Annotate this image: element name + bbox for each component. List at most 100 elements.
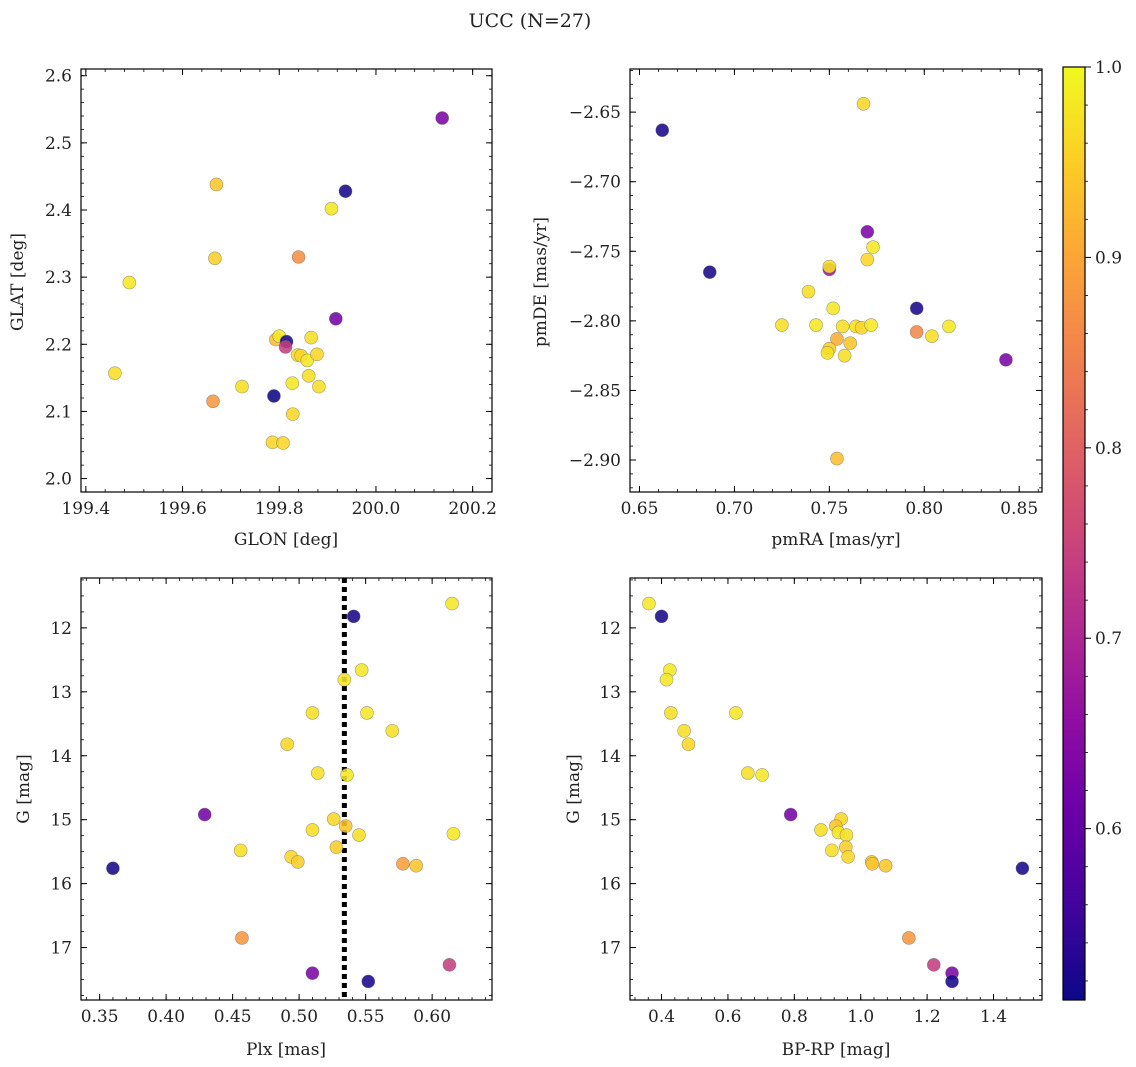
panel-2-point xyxy=(352,828,366,842)
panel-1-point xyxy=(830,451,844,466)
panel-2-y-tick-label: 16 xyxy=(50,875,72,895)
panel-1-point xyxy=(942,319,956,334)
panel-1-point xyxy=(820,346,835,360)
panel-pmra-pmde: pmRA [mas/yr] pmDE [mas/yr] 0.65 0.70 0.75… xyxy=(531,68,1043,550)
panel-3-y-tick-label: 17 xyxy=(599,939,621,959)
panel-0-point xyxy=(276,436,290,450)
panel-3-point xyxy=(681,737,696,752)
panel-0-point xyxy=(301,369,316,383)
panel-2-y-tick-label: 14 xyxy=(50,747,72,767)
panel-1-point xyxy=(999,353,1013,367)
panel-0-x-tick-label: 199.4 xyxy=(61,499,110,519)
panel-1-y-tick-label: −2.75 xyxy=(569,242,621,262)
panel-1-point xyxy=(909,325,924,339)
panel-2-point xyxy=(326,812,341,826)
panel-2-point xyxy=(340,768,354,782)
panel-0-y-tick-label: 2.1 xyxy=(45,402,72,422)
colorbar: 0.6 0.7 0.8 0.9 1.0 xyxy=(1062,58,1122,1001)
panel-2-point xyxy=(305,823,320,837)
panel-1-point xyxy=(843,336,858,350)
panel-3-point xyxy=(1015,861,1030,876)
panel-0-y-tick-label: 2.2 xyxy=(45,335,72,355)
panel-0-point xyxy=(324,201,339,216)
panel-1-y-tick-label: −2.80 xyxy=(569,312,621,332)
panel-0-y-tick-label: 2.5 xyxy=(45,134,72,154)
panel-0-x-tick-label: 200.2 xyxy=(448,499,497,519)
panel-3-point xyxy=(902,931,916,945)
panel-1-y-tick-label: −2.85 xyxy=(569,381,621,401)
panel-3-x-tick-label: 0.8 xyxy=(781,1007,808,1027)
panel-2-y-tick-label: 17 xyxy=(50,939,72,959)
panel-2-y-tick-label: 13 xyxy=(50,683,72,703)
panel-1-x-tick-label: 0.80 xyxy=(905,499,943,519)
panel-0-point xyxy=(285,376,300,391)
panel-2-point xyxy=(305,966,320,980)
panel-3-ylabel: G [mag] xyxy=(564,754,584,823)
panel-2-point xyxy=(337,672,352,687)
panel-0-y-tick-label: 2.3 xyxy=(45,268,72,288)
panel-2-x-tick-label: 0.50 xyxy=(280,1007,318,1027)
panel-2-x-tick-label: 0.45 xyxy=(214,1007,252,1027)
panel-2-point xyxy=(361,974,376,989)
panel-2-point xyxy=(291,855,305,869)
panel-2-x-tick-label: 0.35 xyxy=(81,1007,119,1027)
panel-1-point xyxy=(830,332,844,346)
panel-3-point xyxy=(841,849,855,864)
colorbar-tick-label: 1.0 xyxy=(1095,58,1122,78)
panel-2-y-tick-label: 12 xyxy=(50,619,72,639)
panel-3-point xyxy=(945,974,959,989)
panel-0-point xyxy=(312,379,326,394)
panel-3-x-tick-label: 0.4 xyxy=(648,1007,675,1027)
panel-0-point xyxy=(122,275,137,290)
panel-1-xlabel: pmRA [mas/yr] xyxy=(771,530,900,550)
panel-0-point xyxy=(300,353,315,368)
panel-0-point xyxy=(209,177,224,192)
panel-1-point xyxy=(866,240,880,254)
panel-2-point xyxy=(360,706,374,720)
panel-1-point xyxy=(860,252,875,267)
panel-0-point xyxy=(329,311,343,326)
panel-3-point xyxy=(755,768,769,782)
panel-0-point xyxy=(338,184,353,198)
panel-2-xlabel: Plx [mas] xyxy=(246,1040,326,1060)
panel-1-y-tick-label: −2.70 xyxy=(569,173,621,193)
panel-3-point xyxy=(654,609,669,624)
panel-1-point xyxy=(775,318,789,332)
panel-2-x-tick-label: 0.40 xyxy=(147,1007,185,1027)
panel-1-point xyxy=(856,96,871,111)
colorbar-tick-label: 0.6 xyxy=(1095,820,1122,840)
panel-2-point xyxy=(385,724,400,738)
panel-3-y-tick-label: 16 xyxy=(599,875,621,895)
panel-1-point xyxy=(809,318,823,332)
panel-3-y-tick-label: 12 xyxy=(599,619,621,639)
panel-2-point xyxy=(396,857,410,871)
panel-2-point xyxy=(310,766,325,780)
panel-2-point xyxy=(235,931,249,945)
panel-2-point xyxy=(233,843,248,858)
panel-2-x-tick-label: 0.60 xyxy=(413,1007,451,1027)
panel-2-point xyxy=(446,826,461,841)
panel-3-point xyxy=(642,596,656,611)
panel-0-point xyxy=(206,394,220,409)
panel-1-x-tick-label: 0.65 xyxy=(621,499,659,519)
panel-3-point xyxy=(741,766,755,780)
panel-0-point xyxy=(285,407,300,421)
panel-2-point xyxy=(329,840,344,854)
panel-0-x-tick-label: 199.6 xyxy=(158,499,207,519)
panel-1-point xyxy=(702,265,717,279)
panel-0-x-tick-label: 200.0 xyxy=(352,499,401,519)
panel-3-y-tick-label: 14 xyxy=(599,747,621,767)
panel-1-point xyxy=(835,319,850,334)
panel-0-point xyxy=(278,340,293,354)
panel-1-point xyxy=(801,284,816,299)
colorbar-gradient xyxy=(1062,66,1086,1001)
colorbar-tick-label: 0.9 xyxy=(1095,248,1122,268)
panel-3-x-tick-label: 1.4 xyxy=(980,1007,1007,1027)
panel-3-xlabel: BP-RP [mag] xyxy=(782,1040,891,1060)
panel-1-point xyxy=(925,329,939,343)
panel-3-point xyxy=(839,828,854,842)
panel-1-x-tick-label: 0.85 xyxy=(1000,499,1038,519)
panel-0-xlabel: GLON [deg] xyxy=(234,530,338,550)
